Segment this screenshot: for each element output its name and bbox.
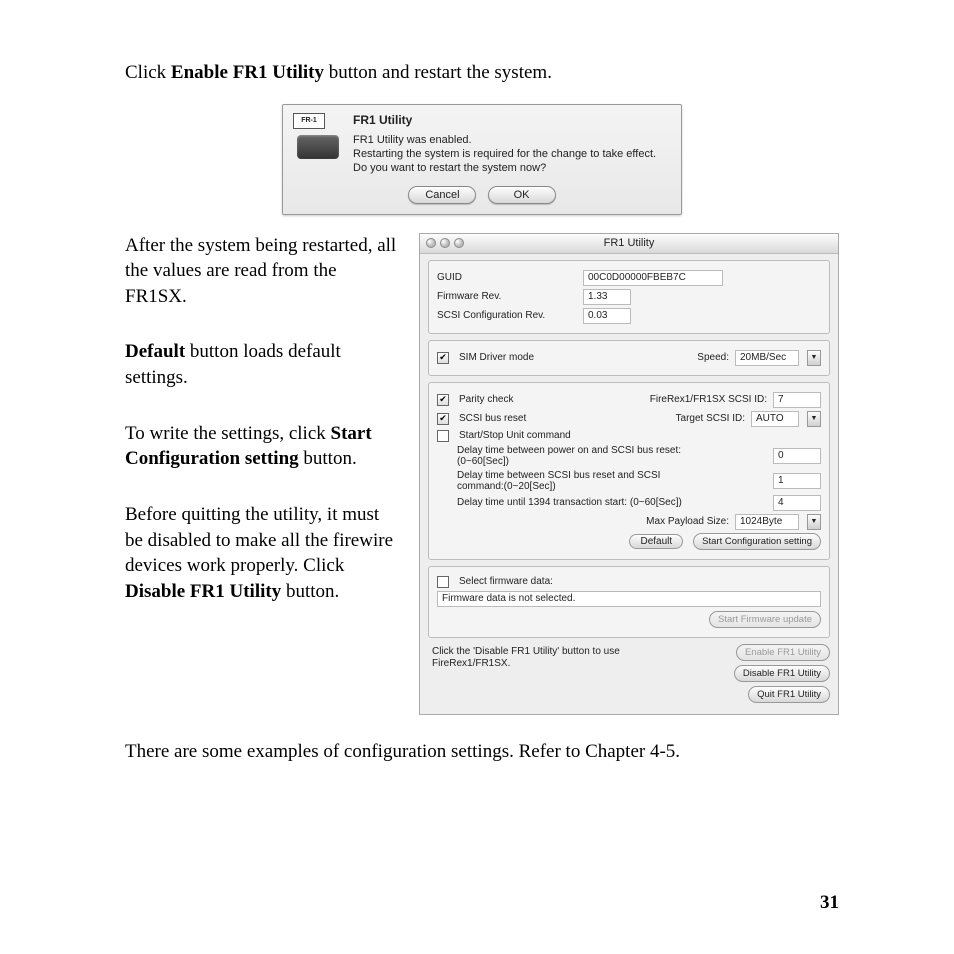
fr1-icon: FR-1	[293, 113, 343, 163]
select-fw-label: Select firmware data:	[459, 576, 553, 587]
start-firmware-button: Start Firmware update	[709, 611, 821, 628]
busreset-checkbox[interactable]: ✔	[437, 413, 449, 425]
parity-checkbox[interactable]: ✔	[437, 394, 449, 406]
scsirev-value: 0.03	[583, 308, 631, 324]
window-title: FR1 Utility	[420, 237, 838, 249]
start-config-button[interactable]: Start Configuration setting	[693, 533, 821, 550]
speed-label: Speed:	[697, 352, 729, 363]
disable-bold: Disable FR1 Utility	[125, 581, 281, 602]
select-fw-checkbox[interactable]	[437, 576, 449, 588]
disable-before: Before quitting the utility, it must be …	[125, 504, 393, 576]
fr-scsi-value[interactable]: 7	[773, 392, 821, 408]
fw-path-field[interactable]: Firmware data is not selected.	[437, 591, 821, 607]
titlebar: FR1 Utility	[420, 234, 838, 254]
info-group: GUID 00C0D00000FBEB7C Firmware Rev. 1.33 S…	[428, 260, 830, 334]
intro-bold: Enable FR1 Utility	[171, 62, 324, 83]
quit-utility-button[interactable]: Quit FR1 Utility	[748, 686, 830, 703]
intro-text: Click	[125, 62, 171, 83]
delay2-value[interactable]: 1	[773, 473, 821, 489]
delay3-value[interactable]: 4	[773, 495, 821, 511]
intro-after: button and restart the system.	[324, 62, 552, 83]
sim-group: ✔ SIM Driver mode Speed: 20MB/Sec ▼	[428, 340, 830, 376]
payload-dropdown-icon[interactable]: ▼	[807, 514, 821, 530]
disable-after: button.	[281, 581, 339, 602]
payload-label: Max Payload Size:	[646, 516, 729, 527]
delay1-value[interactable]: 0	[773, 448, 821, 464]
delay3-label: Delay time until 1394 transaction start:…	[457, 497, 682, 508]
delay2-label: Delay time between SCSI bus reset and SC…	[457, 470, 702, 492]
para-restart: After the system being restarted, all th…	[125, 233, 401, 310]
disable-utility-button[interactable]: Disable FR1 Utility	[734, 665, 830, 682]
sim-label: SIM Driver mode	[459, 352, 534, 363]
firmware-group: Select firmware data: Firmware data is n…	[428, 566, 830, 638]
page-number: 31	[820, 892, 839, 914]
target-value[interactable]: AUTO	[751, 411, 799, 427]
scsirev-label: SCSI Configuration Rev.	[437, 310, 577, 321]
startcfg-after: button.	[299, 448, 357, 469]
busreset-label: SCSI bus reset	[459, 413, 526, 424]
parity-label: Parity check	[459, 394, 513, 405]
dialog-title: FR1 Utility	[353, 113, 671, 127]
fr1-flag-label: FR-1	[293, 113, 325, 129]
restart-dialog: FR-1 FR1 Utility FR1 Utility was enabled…	[282, 104, 682, 215]
ok-button[interactable]: OK	[488, 186, 556, 204]
guid-label: GUID	[437, 272, 577, 283]
enable-utility-button: Enable FR1 Utility	[736, 644, 830, 661]
scsi-group: ✔ Parity check FireRex1/FR1SX SCSI ID: 7…	[428, 382, 830, 560]
delay1-label: Delay time between power on and SCSI bus…	[457, 445, 702, 467]
default-bold: Default	[125, 341, 185, 362]
speed-value[interactable]: 20MB/Sec	[735, 350, 799, 366]
speed-dropdown-icon[interactable]: ▼	[807, 350, 821, 366]
guid-value: 00C0D00000FBEB7C	[583, 270, 723, 286]
ssu-label: Start/Stop Unit command	[459, 430, 571, 441]
intro-paragraph: Click Enable FR1 Utility button and rest…	[125, 60, 839, 86]
para-default: Default button loads default settings.	[125, 339, 401, 390]
cancel-button[interactable]: Cancel	[408, 186, 476, 204]
sim-checkbox[interactable]: ✔	[437, 352, 449, 364]
fr-scsi-label: FireRex1/FR1SX SCSI ID:	[650, 394, 767, 405]
utility-window: FR1 Utility GUID 00C0D00000FBEB7C Firmwar…	[419, 233, 839, 715]
startcfg-before: To write the settings, click	[125, 423, 331, 444]
fwrev-value: 1.33	[583, 289, 631, 305]
ssu-checkbox[interactable]	[437, 430, 449, 442]
target-dropdown-icon[interactable]: ▼	[807, 411, 821, 427]
target-label: Target SCSI ID:	[676, 413, 745, 424]
dialog-message: FR1 Utility was enabled. Restarting the …	[353, 133, 671, 176]
disable-note: Click the 'Disable FR1 Utility' button t…	[428, 644, 668, 672]
fwrev-label: Firmware Rev.	[437, 291, 577, 302]
payload-value[interactable]: 1024Byte	[735, 514, 799, 530]
para-disable: Before quitting the utility, it must be …	[125, 502, 401, 605]
default-button[interactable]: Default	[629, 534, 683, 549]
footer-paragraph: There are some examples of configuration…	[125, 739, 839, 765]
para-startcfg: To write the settings, click Start Confi…	[125, 421, 401, 472]
